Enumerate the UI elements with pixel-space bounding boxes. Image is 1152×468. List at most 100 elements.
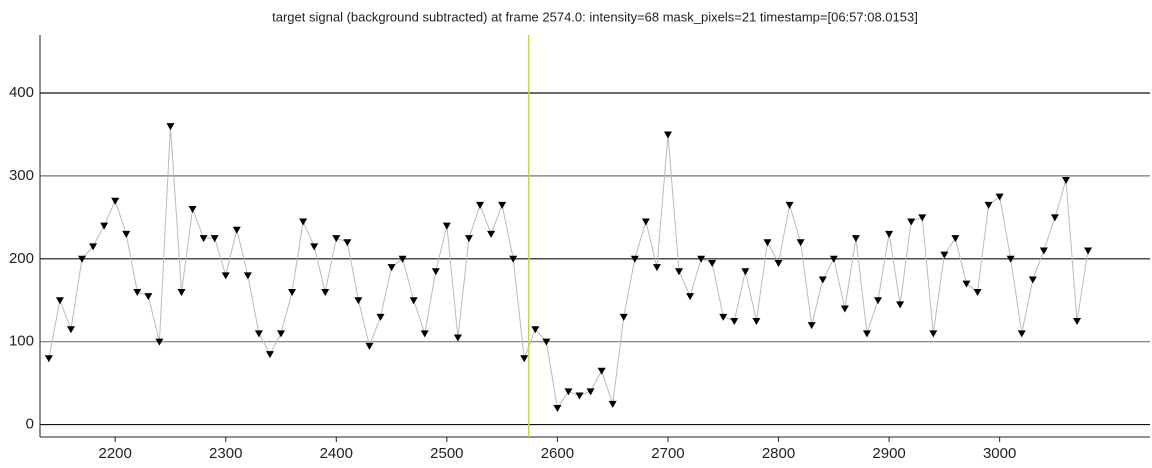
marker [509, 255, 518, 263]
marker [453, 334, 462, 342]
marker [1050, 214, 1059, 222]
marker [1039, 247, 1048, 255]
marker [387, 264, 396, 272]
marker [55, 297, 64, 305]
x-tick-label: 2500 [430, 445, 463, 462]
marker [1061, 177, 1070, 185]
marker [299, 218, 308, 226]
marker [641, 218, 650, 226]
x-tick-label: 2700 [651, 445, 684, 462]
x-tick-label: 2300 [209, 445, 242, 462]
marker [663, 131, 672, 139]
marker [851, 235, 860, 243]
marker [111, 197, 120, 205]
marker [907, 218, 916, 226]
marker [741, 268, 750, 276]
x-tick-label: 2400 [320, 445, 353, 462]
marker [89, 243, 98, 251]
marker [951, 235, 960, 243]
marker [1006, 255, 1015, 263]
marker [829, 255, 838, 263]
marker [531, 326, 540, 334]
y-tick-label: 200 [9, 250, 34, 267]
marker [962, 280, 971, 288]
marker [1028, 276, 1037, 284]
marker [265, 351, 274, 359]
marker [199, 235, 208, 243]
marker [1084, 247, 1093, 255]
y-tick-label: 300 [9, 167, 34, 184]
marker [874, 297, 883, 305]
marker [752, 317, 761, 325]
marker [476, 201, 485, 209]
x-tick-label: 2200 [98, 445, 131, 462]
marker [796, 239, 805, 247]
marker [597, 367, 606, 375]
marker [1073, 317, 1082, 325]
y-tick-label: 100 [9, 333, 34, 350]
marker [785, 201, 794, 209]
y-tick-label: 0 [26, 416, 34, 433]
marker [719, 313, 728, 321]
marker [995, 193, 1004, 201]
marker [78, 255, 87, 263]
marker [675, 268, 684, 276]
marker [243, 272, 252, 280]
marker [332, 235, 341, 243]
marker [354, 297, 363, 305]
marker [321, 288, 330, 296]
marker [310, 243, 319, 251]
marker [44, 355, 53, 363]
marker [542, 338, 551, 346]
marker [343, 239, 352, 247]
marker [155, 338, 164, 346]
marker [807, 322, 816, 330]
marker [929, 330, 938, 338]
marker [697, 255, 706, 263]
marker [730, 317, 739, 325]
marker [885, 230, 894, 238]
x-tick-label: 3000 [983, 445, 1016, 462]
marker [520, 355, 529, 363]
marker [232, 226, 241, 234]
marker [188, 206, 197, 214]
marker [398, 255, 407, 263]
marker [774, 259, 783, 267]
marker [376, 313, 385, 321]
marker [365, 342, 374, 350]
chart-title: target signal (background subtracted) at… [272, 9, 918, 24]
marker [254, 330, 263, 338]
x-tick-label: 2600 [541, 445, 574, 462]
marker [498, 201, 507, 209]
marker [420, 330, 429, 338]
marker [763, 239, 772, 247]
marker [553, 404, 562, 412]
marker [564, 388, 573, 396]
marker [464, 235, 473, 243]
marker [277, 330, 286, 338]
marker [619, 313, 628, 321]
marker [896, 301, 905, 309]
marker [652, 264, 661, 272]
marker [210, 235, 219, 243]
marker [122, 230, 131, 238]
marker [1017, 330, 1026, 338]
marker [166, 123, 175, 131]
marker [442, 222, 451, 230]
marker [66, 326, 75, 334]
marker [575, 392, 584, 400]
marker [487, 230, 496, 238]
marker [608, 400, 617, 408]
marker [100, 222, 109, 230]
marker [918, 214, 927, 222]
marker [409, 297, 418, 305]
marker [288, 288, 297, 296]
marker [840, 305, 849, 313]
marker [630, 255, 639, 263]
x-tick-label: 2900 [872, 445, 905, 462]
marker [144, 293, 153, 301]
marker [586, 388, 595, 396]
marker [177, 288, 186, 296]
